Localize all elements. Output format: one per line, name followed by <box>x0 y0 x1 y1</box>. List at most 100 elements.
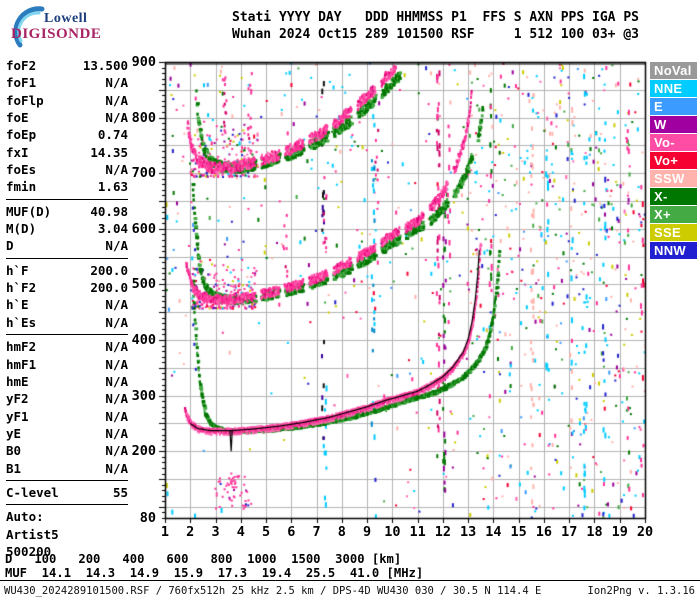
logo-swoosh-icon <box>13 6 45 48</box>
param-value: 14.35 <box>90 144 128 160</box>
x-axis-tick-label-3: 3 <box>211 524 220 540</box>
param-row-foflp: foFlp N/A <box>6 92 128 109</box>
legend-item-nne: NNE <box>650 80 697 97</box>
y-axis-tick-label-300: 300 <box>131 387 156 404</box>
param-row-yf2: yF2 N/A <box>6 390 128 407</box>
param-row-hf: h`F 200.0 <box>6 262 128 279</box>
param-label: hmE <box>6 373 29 389</box>
param-row-artist5: Artist5 <box>6 526 128 543</box>
panel-separator <box>6 257 128 259</box>
param-label: D <box>6 238 14 254</box>
param-label: Artist5 <box>6 526 59 542</box>
param-row-fxi: fxI 14.35 <box>6 144 128 161</box>
status-program-version: Ion2Png v. 1.3.16 <box>587 585 695 597</box>
param-value: 13.500 <box>82 58 128 73</box>
status-file-info: WU430_2024289101500.RSF / 760fx512h 25 k… <box>4 585 542 597</box>
x-axis-tick-label-20: 20 <box>636 524 654 540</box>
param-value: N/A <box>105 339 128 355</box>
legend-item-vo: Vo- <box>650 134 697 151</box>
param-row-hes: h`Es N/A <box>6 314 128 331</box>
status-bar: WU430_2024289101500.RSF / 760fx512h 25 k… <box>0 580 700 601</box>
y-axis-tick-label-800: 800 <box>131 109 156 126</box>
param-value: N/A <box>105 110 128 126</box>
x-axis-tick-label-2: 2 <box>186 524 195 540</box>
param-value: N/A <box>105 75 128 91</box>
legend-item-sse: SSE <box>650 224 697 241</box>
param-row-b0: B0 N/A <box>6 442 128 459</box>
param-row-b1: B1 N/A <box>6 460 128 477</box>
param-label: hmF1 <box>6 356 37 372</box>
legend-item-nnw: NNW <box>650 242 697 259</box>
x-axis-tick-label-12: 12 <box>434 524 452 540</box>
param-row-yf1: yF1 N/A <box>6 408 128 425</box>
param-label: foEp <box>6 127 37 143</box>
y-axis-tick-label-500: 500 <box>131 276 156 293</box>
param-label: foEs <box>6 162 37 178</box>
echo-direction-legend: NoVal NNE E W Vo- Vo+ SSW X- X+ SSE NNW <box>650 62 697 260</box>
param-label: foE <box>6 110 29 126</box>
x-axis-tick-label-15: 15 <box>510 524 527 540</box>
x-axis-tick-label-16: 16 <box>535 524 553 540</box>
param-label: fmin <box>6 179 37 195</box>
x-axis-tick-label-7: 7 <box>312 524 321 540</box>
param-value: N/A <box>105 356 128 372</box>
param-label: h`E <box>6 297 29 313</box>
digisonde-logo <box>6 4 126 50</box>
param-value: N/A <box>105 314 128 330</box>
panel-separator <box>6 479 128 481</box>
param-value: N/A <box>105 425 128 441</box>
param-value: 40.98 <box>90 203 128 219</box>
ionogram-parameters-panel: foF2 13.500 foF1 N/A foFlp N/A foE N/A foEp 0.74 f… <box>6 57 128 560</box>
param-row-auto: Auto: <box>6 508 128 525</box>
logo-text-digisonde: DIGISONDE <box>11 26 102 42</box>
logo-text-lowell: Lowell <box>44 11 88 26</box>
param-value: N/A <box>105 238 128 254</box>
legend-item-ssw: SSW <box>650 170 697 187</box>
x-axis-tick-label-6: 6 <box>287 524 296 540</box>
param-label: M(D) <box>6 221 37 237</box>
param-label: foF1 <box>6 75 37 91</box>
distance-row: D 100 200 400 600 800 1000 1500 3000 [km… <box>5 552 402 566</box>
param-row-clevel: C-level 55 <box>6 484 128 501</box>
legend-item-e: E <box>650 98 697 115</box>
param-label: yF2 <box>6 391 29 407</box>
param-row-hmf1: hmF1 N/A <box>6 356 128 373</box>
param-row-hf2: h`F2 200.0 <box>6 279 128 296</box>
param-label: 500200 <box>6 543 52 559</box>
param-value: 3.04 <box>97 221 128 237</box>
param-label: C-level <box>6 484 59 500</box>
x-axis-tick-label-8: 8 <box>337 524 346 540</box>
panel-separator <box>6 334 128 336</box>
param-row-hmf2: hmF2 N/A <box>6 338 128 355</box>
param-label: B1 <box>6 460 22 476</box>
legend-item-x: X- <box>650 188 697 205</box>
muf-row: MUF 14.1 14.3 14.9 15.9 17.3 19.4 25.5 4… <box>5 566 424 580</box>
y-axis-tick-label-80: 80 <box>139 510 156 526</box>
param-row-fmin: fmin 1.63 <box>6 178 128 195</box>
legend-item-x: X+ <box>650 206 697 223</box>
param-value: N/A <box>105 297 128 313</box>
header-line-2: Wuhan 2024 Oct15 289 101500 RSF 1 512 10… <box>232 27 639 42</box>
y-axis-tick-label-600: 600 <box>131 220 156 237</box>
param-label: h`F <box>6 262 29 278</box>
param-value: 200.0 <box>90 262 128 278</box>
legend-item-noval: NoVal <box>650 62 697 79</box>
param-label: B0 <box>6 443 22 459</box>
y-axis-tick-label-700: 700 <box>131 165 156 182</box>
param-row-500200: 500200 <box>6 543 128 560</box>
param-value: N/A <box>105 162 128 178</box>
legend-item-w: W <box>650 116 697 133</box>
param-value: 0.74 <box>97 127 128 143</box>
param-value: N/A <box>105 408 128 424</box>
param-row-foep: foEp 0.74 <box>6 126 128 143</box>
param-row-fof2: foF2 13.500 <box>6 57 128 74</box>
header-line-1: Stati YYYY DAY DDD HHMMSS P1 FFS S AXN P… <box>232 10 639 25</box>
param-value: N/A <box>105 391 128 407</box>
param-value: 55 <box>112 484 128 500</box>
param-row-hme: hmE N/A <box>6 373 128 390</box>
param-value: 200.0 <box>90 280 128 296</box>
param-value: N/A <box>105 460 128 476</box>
x-axis-tick-label-17: 17 <box>561 524 578 540</box>
x-axis-tick-label-9: 9 <box>363 524 372 540</box>
param-label: Auto: <box>6 509 44 525</box>
